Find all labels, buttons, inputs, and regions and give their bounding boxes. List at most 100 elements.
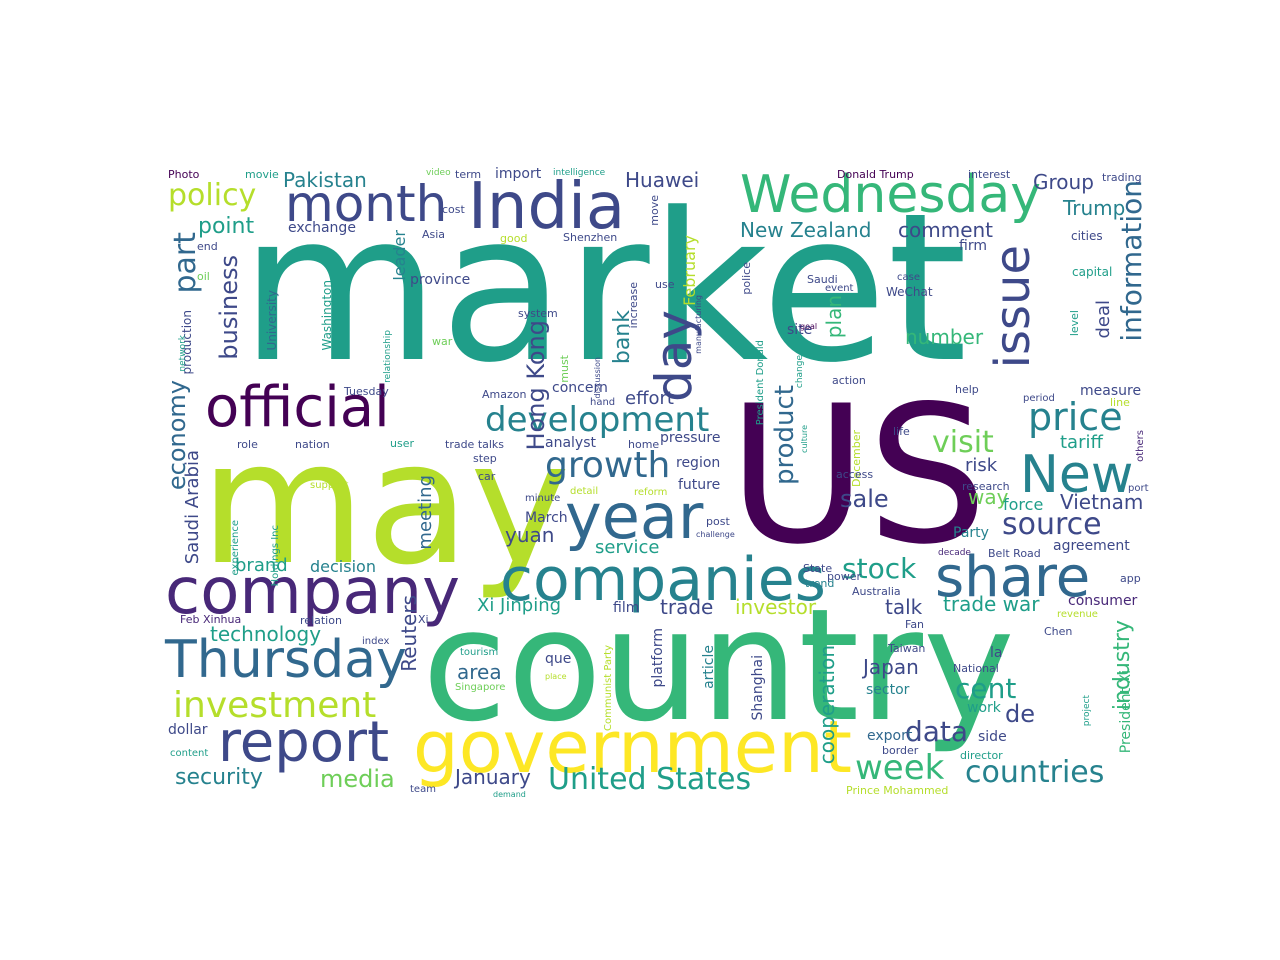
word-vietnam: Vietnam: [1060, 490, 1143, 514]
word-good: good: [500, 232, 527, 245]
word-line: line: [1110, 396, 1130, 409]
word-place: place: [545, 672, 567, 681]
word-role: role: [237, 438, 258, 451]
word-import: import: [495, 166, 542, 182]
word-economy: economy: [163, 380, 191, 490]
word-challenge: challenge: [696, 530, 735, 539]
word-tariff: tariff: [1060, 432, 1103, 453]
word-shenzhen: Shenzhen: [563, 231, 617, 244]
word-firm: firm: [959, 238, 987, 254]
word-technology: technology: [210, 622, 321, 646]
word-trade-war: trade war: [943, 592, 1040, 616]
word-action: action: [832, 374, 866, 387]
word-capital: capital: [1072, 265, 1112, 279]
word-saudi-arabia: Saudi Arabia: [182, 450, 203, 564]
word-way: way: [968, 485, 1009, 509]
word-week: week: [855, 748, 945, 788]
word-relationship: relationship: [383, 330, 393, 383]
word-us: US: [728, 365, 988, 586]
word-holdings-inc: Holdings Inc: [270, 525, 281, 586]
word-wechat: WeChat: [886, 285, 933, 299]
word-australia: Australia: [852, 585, 901, 598]
word-brand: brand: [235, 555, 288, 576]
word-new-zealand: New Zealand: [740, 218, 871, 242]
word-video: video: [426, 168, 451, 178]
word-tuesday: Tuesday: [343, 385, 389, 398]
word-india: India: [468, 170, 625, 244]
word-car: car: [478, 470, 496, 483]
word-police: police: [740, 262, 753, 295]
word-team: team: [410, 784, 436, 795]
word-work: work: [967, 700, 1002, 716]
word-demand: demand: [493, 790, 526, 799]
word-change: change: [795, 355, 805, 389]
word-may: may: [200, 405, 570, 603]
word-prince-mohammed: Prince Mohammed: [846, 784, 948, 797]
word-market: market: [240, 170, 968, 408]
word-future: future: [678, 477, 720, 493]
word-production: production: [180, 310, 194, 374]
word-report: report: [218, 710, 389, 775]
word-country: country: [422, 575, 1015, 756]
word-companies: companies: [500, 545, 826, 615]
word-part: part: [168, 232, 203, 294]
word-fan: Fan: [905, 618, 924, 631]
word-washington: Washington: [320, 280, 334, 351]
word-oil: oil: [197, 270, 210, 283]
word-president-xi: President Xi: [1118, 670, 1134, 753]
word-concern: concern: [552, 380, 608, 396]
word-detail: detail: [570, 486, 598, 497]
word-level: level: [1068, 310, 1081, 336]
word-dollar: dollar: [168, 722, 208, 738]
word-home: home: [628, 438, 659, 451]
word-border: border: [882, 744, 919, 757]
word-period: period: [1023, 393, 1055, 404]
word-interest: interest: [968, 168, 1011, 181]
word-cities: cities: [1071, 229, 1103, 243]
word-amazon: Amazon: [482, 388, 526, 401]
word-system: system: [518, 307, 558, 320]
word-exchange: exchange: [288, 220, 356, 236]
word-product: product: [770, 385, 800, 485]
word-side: side: [978, 729, 1007, 745]
word-visit: visit: [932, 425, 994, 460]
word-intelligence: intelligence: [553, 168, 606, 178]
word-investment: investment: [173, 685, 376, 726]
word-relation: relation: [300, 614, 342, 627]
word-war: war: [432, 335, 453, 348]
word-number: number: [905, 325, 984, 349]
word-trump: Trump: [1062, 196, 1125, 220]
word-huawei: Huawei: [625, 168, 699, 192]
word-analyst: analyst: [545, 435, 597, 451]
word-donald-trump: Donald Trump: [837, 168, 914, 181]
word-hong-kong: Hong Kong: [522, 320, 550, 450]
word-case: case: [897, 272, 920, 283]
word-film: film: [613, 600, 639, 616]
word-policy: policy: [168, 178, 256, 213]
word-belt-road: Belt Road: [988, 547, 1041, 560]
word-shanghai: Shanghai: [750, 655, 766, 720]
word-index: index: [362, 636, 389, 647]
word-new: New: [1020, 445, 1133, 505]
word-bank: bank: [610, 310, 635, 364]
word-agreement: agreement: [1053, 538, 1130, 554]
word-director: director: [960, 749, 1003, 762]
word-wednesday: Wednesday: [740, 165, 1041, 225]
word-cooperation: cooperation: [815, 645, 839, 764]
word-de: de: [1005, 700, 1035, 728]
word-life: life: [893, 425, 910, 438]
word-pressure: pressure: [660, 430, 720, 446]
word-communist-party: Communist Party: [603, 645, 614, 731]
word-pakistan: Pakistan: [283, 168, 367, 192]
word-issue: issue: [985, 245, 1041, 368]
word-growth: growth: [545, 445, 670, 486]
word-step: step: [473, 452, 497, 465]
word-decision: decision: [310, 557, 376, 576]
word-xi: Xi: [418, 613, 429, 626]
word-development: development: [485, 400, 709, 440]
word-platform: platform: [650, 628, 666, 688]
word-use: use: [655, 278, 675, 291]
word-term: term: [455, 168, 481, 181]
word-march: March: [525, 510, 568, 526]
word-university: University: [265, 290, 279, 351]
